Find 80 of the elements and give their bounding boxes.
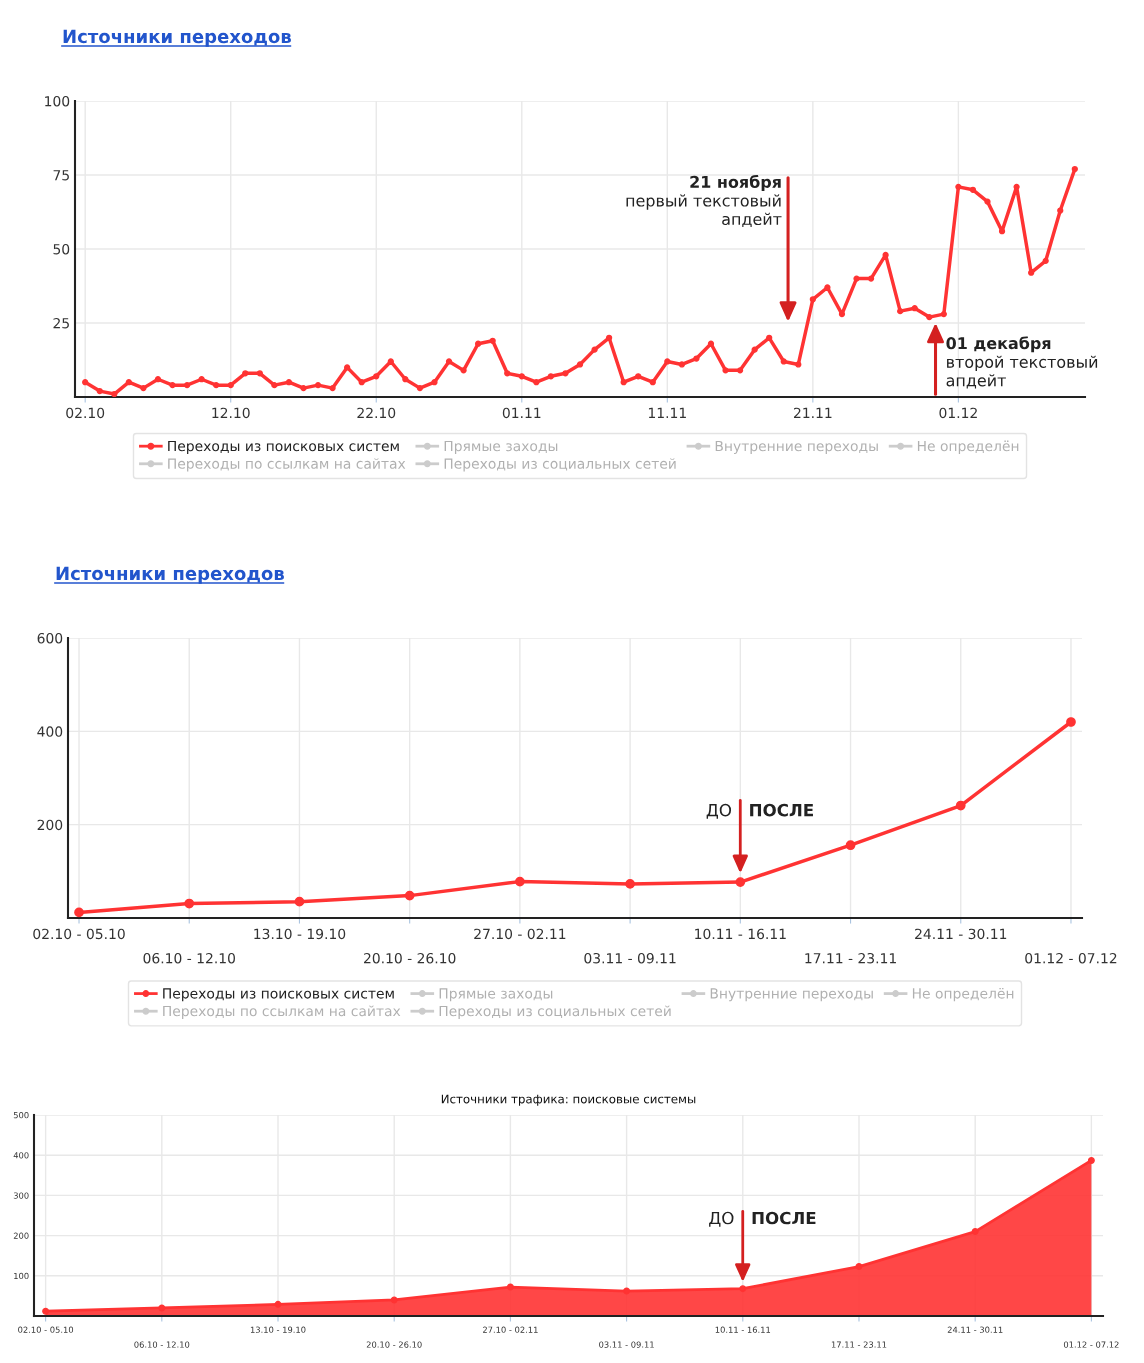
- legend-label: Не определён: [912, 987, 1014, 1002]
- y-tick-label: 75: [53, 170, 69, 181]
- y-tick-label: 100: [45, 95, 70, 107]
- annotation: ПОСЛЕ: [752, 1211, 816, 1225]
- point: [42, 1307, 50, 1315]
- y-tick-label: 200: [13, 1232, 29, 1239]
- legend-label: Прямые заходы: [444, 440, 558, 454]
- x-tick-label: 02.10 - 05.10: [33, 928, 125, 940]
- point: [971, 1228, 979, 1236]
- x-tick-label: 22.10: [357, 407, 396, 419]
- x-tick-label: 06.10 - 12.10: [134, 1341, 190, 1348]
- point: [184, 898, 195, 909]
- point: [623, 1287, 631, 1295]
- x-tick-label: 13.10 - 19.10: [250, 1326, 306, 1333]
- legend-label: Переходы по ссылкам на сайтах: [163, 1005, 401, 1019]
- annotation: ПОСЛЕ: [750, 803, 813, 817]
- x-tick-label: 20.10 - 26.10: [364, 952, 456, 964]
- legend-label: Переходы из социальных сетей: [444, 458, 676, 472]
- annotation: ДО: [709, 1211, 734, 1227]
- y-tick-label: 300: [13, 1192, 29, 1199]
- x-tick-label: 11.11: [648, 407, 686, 418]
- point: [735, 877, 746, 887]
- x-tick-label: 17.11 - 23.11: [805, 952, 896, 964]
- point: [625, 879, 635, 889]
- x-tick-label: 12.10: [212, 407, 250, 419]
- point: [74, 907, 84, 918]
- point: [390, 1296, 398, 1304]
- x-tick-label: 20.10 - 26.10: [366, 1341, 422, 1348]
- x-tick-label: 21.11: [793, 407, 832, 418]
- legend-label: Переходы из поисковых систем: [168, 440, 399, 454]
- x-tick-label: 10.11 - 16.11: [715, 1326, 771, 1333]
- annotation: 21 ноября первый текстовый апдейт: [626, 175, 782, 228]
- point: [515, 876, 525, 887]
- y-tick-label: 50: [53, 243, 70, 255]
- point: [274, 1300, 282, 1308]
- point: [739, 1285, 747, 1293]
- y-tick-label: 600: [37, 632, 63, 644]
- annotation: 01 декабря второй текстовый апдейт: [946, 336, 1098, 389]
- x-tick-label: 02.10: [66, 407, 105, 419]
- legend-label: Переходы из поисковых систем: [163, 988, 394, 1002]
- legend-label: Переходы по ссылкам на сайтах: [168, 458, 406, 472]
- legend-label: Внутренние переходы: [710, 988, 873, 1002]
- x-tick-label: 01.12: [939, 407, 977, 419]
- chart-title: Источники переходов: [63, 29, 291, 47]
- point: [1087, 1156, 1095, 1164]
- y-tick-label: 25: [53, 317, 69, 329]
- point: [955, 800, 966, 811]
- x-tick-label: 17.11 - 23.11: [831, 1341, 887, 1348]
- annotation: ДО: [706, 803, 732, 819]
- x-tick-label: 01.11: [502, 407, 541, 419]
- point: [1066, 717, 1076, 727]
- point: [404, 890, 415, 901]
- y-tick-label: 100: [14, 1272, 29, 1280]
- point: [855, 1263, 863, 1271]
- x-tick-label: 27.10 - 02.11: [483, 1326, 538, 1333]
- legend-label: Прямые заходы: [439, 988, 553, 1002]
- x-tick-label: 10.11 - 16.11: [695, 928, 786, 940]
- x-tick-label: 01.12 - 07.12: [1063, 1341, 1119, 1348]
- point: [845, 840, 856, 851]
- x-tick-label: 27.10 - 02.11: [474, 928, 566, 940]
- x-tick-label: 24.11 - 30.11: [947, 1326, 1003, 1333]
- y-tick-label: 400: [13, 1152, 29, 1159]
- legend-label: Не определён: [917, 440, 1019, 454]
- x-tick-label: 03.11 - 09.11: [584, 952, 676, 964]
- chart-title: Источники переходов: [56, 566, 284, 584]
- x-tick-label: 24.11 - 30.11: [915, 928, 1007, 940]
- x-tick-label: 06.10 - 12.10: [143, 952, 235, 964]
- point: [158, 1304, 166, 1312]
- y-tick-label: 400: [37, 726, 63, 737]
- y-tick-label: 500: [13, 1111, 29, 1119]
- x-tick-label: 03.11 - 09.11: [599, 1341, 654, 1348]
- x-tick-label: 01.12 - 07.12: [1025, 952, 1117, 964]
- legend-label: Внутренние переходы: [715, 440, 878, 454]
- y-tick-label: 200: [37, 819, 63, 831]
- point: [506, 1283, 514, 1291]
- chart-title: Источники трафика: поисковые системы: [441, 1094, 696, 1106]
- point: [294, 896, 305, 907]
- x-tick-label: 02.10 - 05.10: [18, 1326, 74, 1333]
- x-tick-label: 13.10 - 19.10: [254, 928, 346, 940]
- legend-label: Переходы из социальных сетей: [439, 1005, 671, 1019]
